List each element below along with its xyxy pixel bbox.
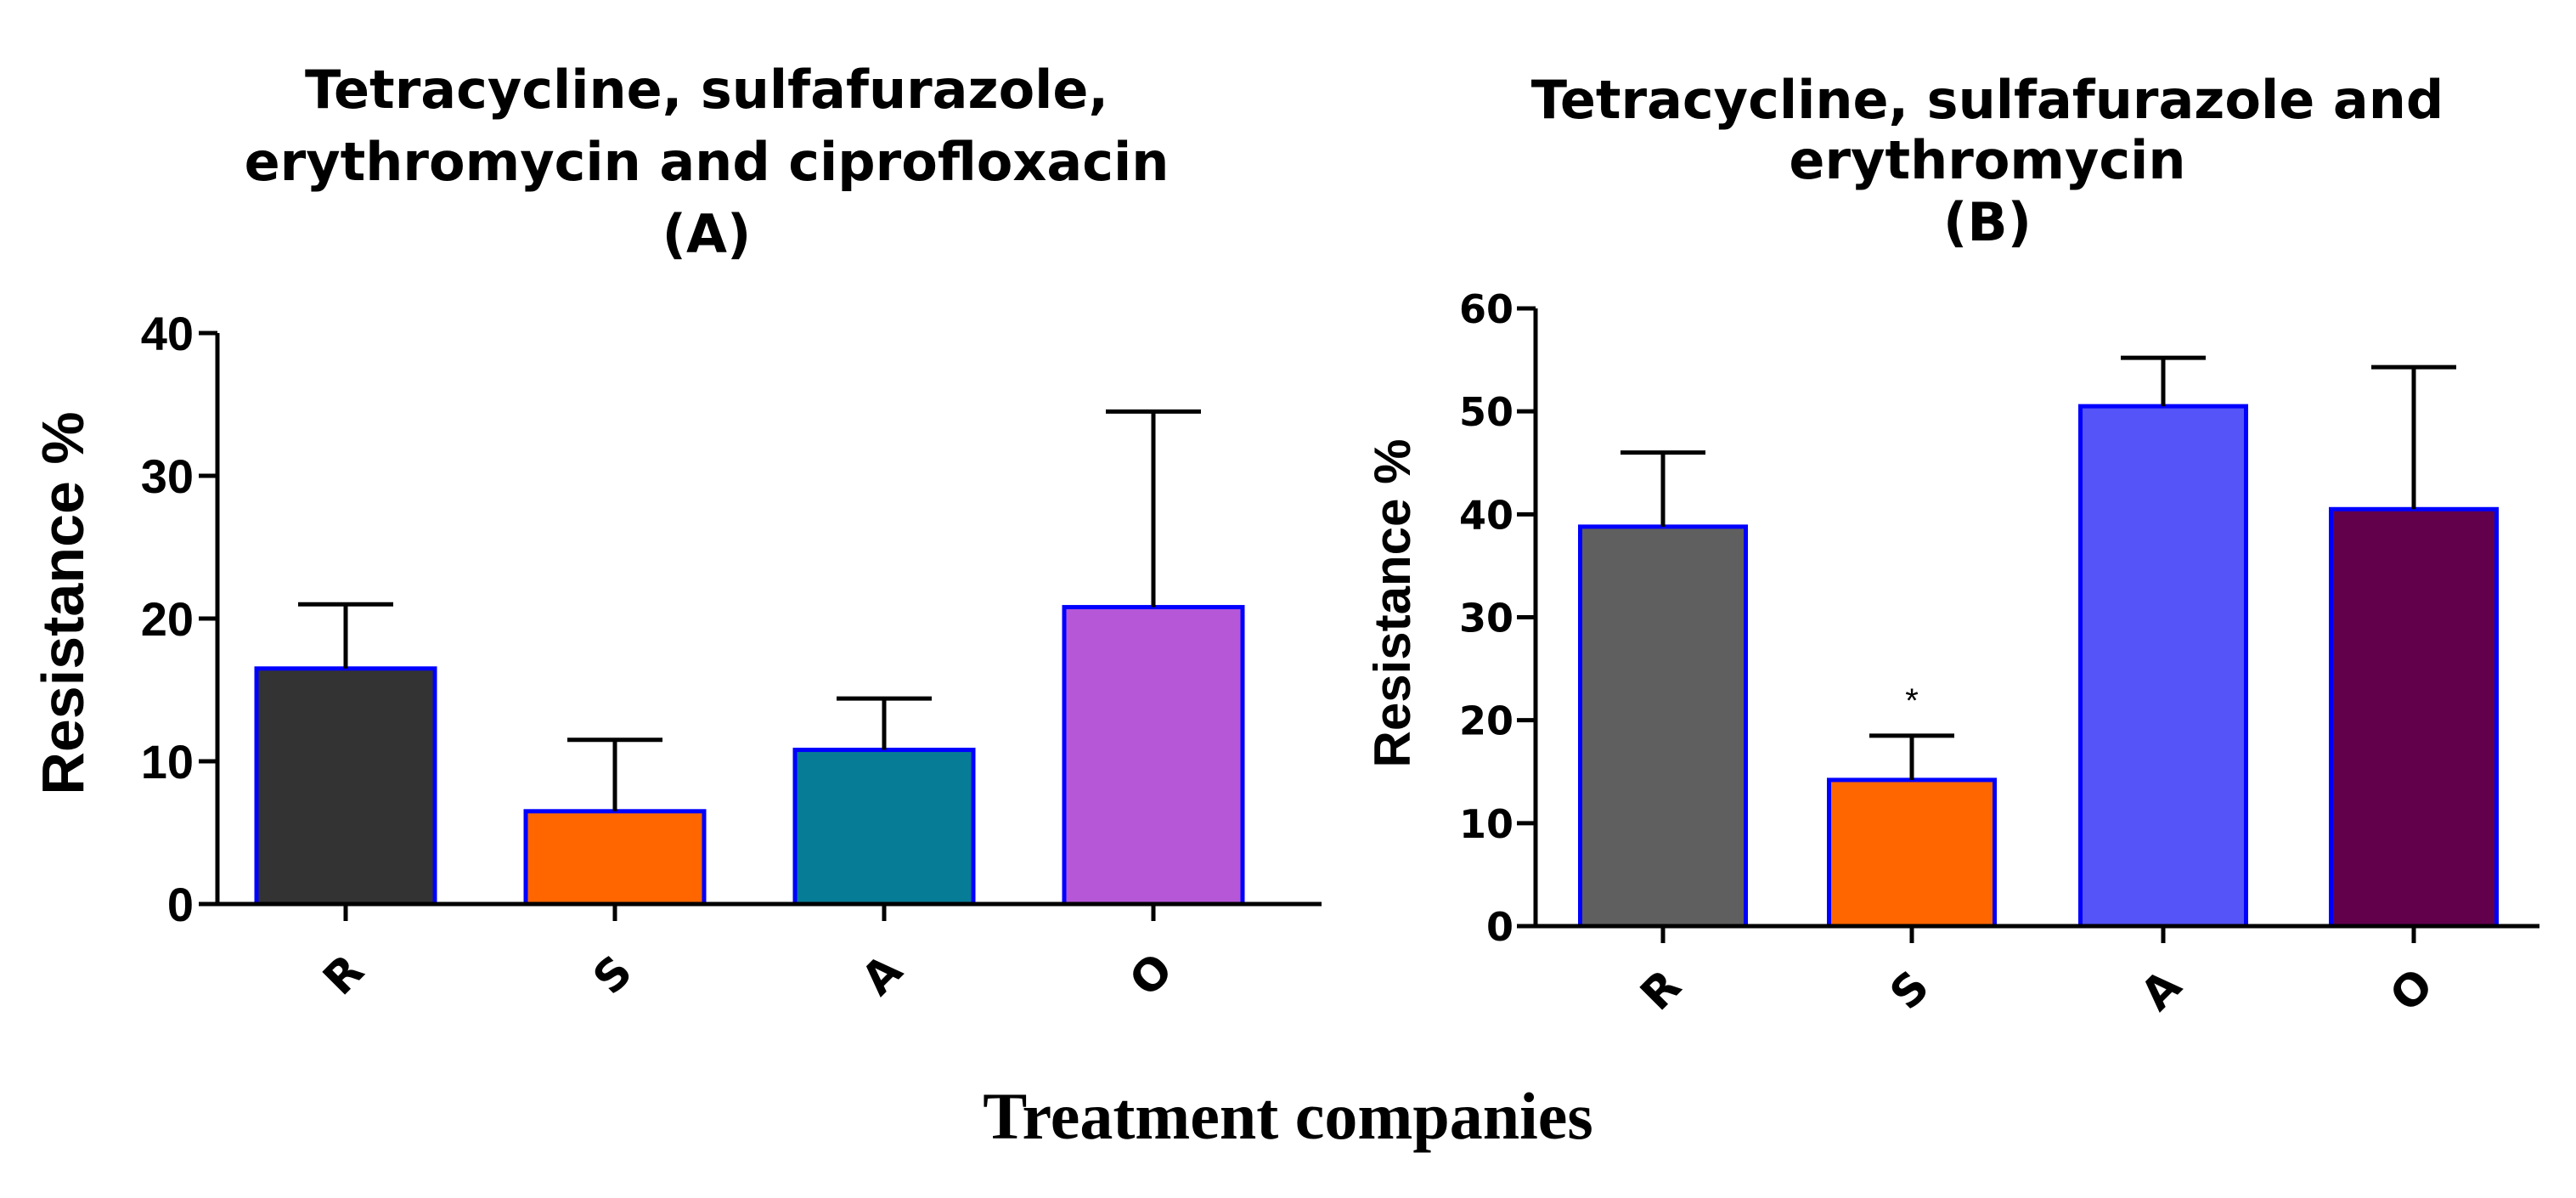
chart-b-y-ticks: 0 10 20 30 40 50 60 — [1459, 286, 1536, 950]
chart-b-error-bars — [1621, 355, 2456, 780]
chart-a-y-tick-label: 10 — [141, 735, 194, 788]
chart-a-x-ticks — [343, 904, 1156, 921]
chart-b-y-tick-label: 50 — [1459, 389, 1513, 435]
chart-a-bars — [254, 605, 1245, 907]
chart-a-y-tick-label: 0 — [167, 878, 194, 931]
chart-a-y-tick-label: 20 — [141, 592, 194, 646]
chart-b-annotation-S: * — [1905, 682, 1919, 720]
chart-b-y-tick-label: 0 — [1486, 904, 1513, 950]
chart-b-category-label-R: R — [1632, 961, 1692, 1021]
chart-b-category-label-O: O — [2381, 959, 2444, 1022]
chart-b-y-axis-label: Resistance % — [1364, 439, 1421, 768]
chart-b-annotations: * — [1905, 682, 1919, 720]
chart-b-bar-R — [1578, 524, 1748, 929]
chart-b-bar-S — [1827, 777, 1997, 929]
chart-b-bar-A — [2078, 404, 2248, 929]
chart-b-category-label-S: S — [1880, 961, 1939, 1020]
chart-a-title-line-1: Tetracycline, sulfafurazole, — [305, 59, 1108, 121]
chart-b-x-ticks — [1660, 926, 2416, 943]
chart-a-title-line-3: (A) — [662, 203, 752, 265]
chart-b-bars — [1578, 404, 2499, 929]
chart-a-bar-S — [523, 809, 707, 907]
shared-x-axis-label: Treatment companies — [983, 1079, 1593, 1153]
chart-a-y-axis-label: Resistance % — [30, 411, 96, 794]
chart-a-bar-A — [792, 748, 976, 907]
chart-b-y-tick-label: 20 — [1459, 698, 1513, 744]
chart-a-category-label-O: O — [1120, 944, 1183, 1007]
chart-a-category-label-R: R — [314, 946, 375, 1006]
chart-b-y-tick-label: 10 — [1459, 801, 1513, 847]
chart-b-title-line-1: Tetracycline, sulfafurazole and — [1531, 69, 2444, 131]
chart-b-y-tick-label: 40 — [1459, 492, 1513, 538]
chart-b: Tetracycline, sulfafurazole and erythrom… — [1364, 69, 2539, 1022]
chart-a-bar-R — [254, 666, 437, 907]
chart-a-error-bars — [298, 409, 1201, 811]
chart-b-title-line-2: erythromycin — [1789, 129, 2185, 191]
chart-b-y-tick-label: 30 — [1459, 596, 1513, 641]
chart-a-y-ticks: 0 10 20 30 40 — [141, 307, 217, 931]
chart-a-y-tick-label: 40 — [141, 307, 194, 360]
chart-a-title-line-2: erythromycin and ciprofloxacin — [245, 131, 1170, 193]
chart-b-title-line-3: (B) — [1943, 191, 2032, 253]
chart-a-y-tick-label: 30 — [141, 449, 194, 503]
chart-a-bar-O — [1062, 605, 1245, 907]
chart-a-category-label-S: S — [583, 946, 642, 1004]
chart-b-y-tick-label: 60 — [1459, 286, 1513, 332]
chart-b-bar-O — [2329, 506, 2499, 929]
chart-a: Tetracycline, sulfafurazole, erythromyci… — [30, 59, 1322, 1007]
chart-b-category-label-A: A — [2131, 960, 2191, 1020]
chart-a-category-label-A: A — [852, 945, 912, 1005]
